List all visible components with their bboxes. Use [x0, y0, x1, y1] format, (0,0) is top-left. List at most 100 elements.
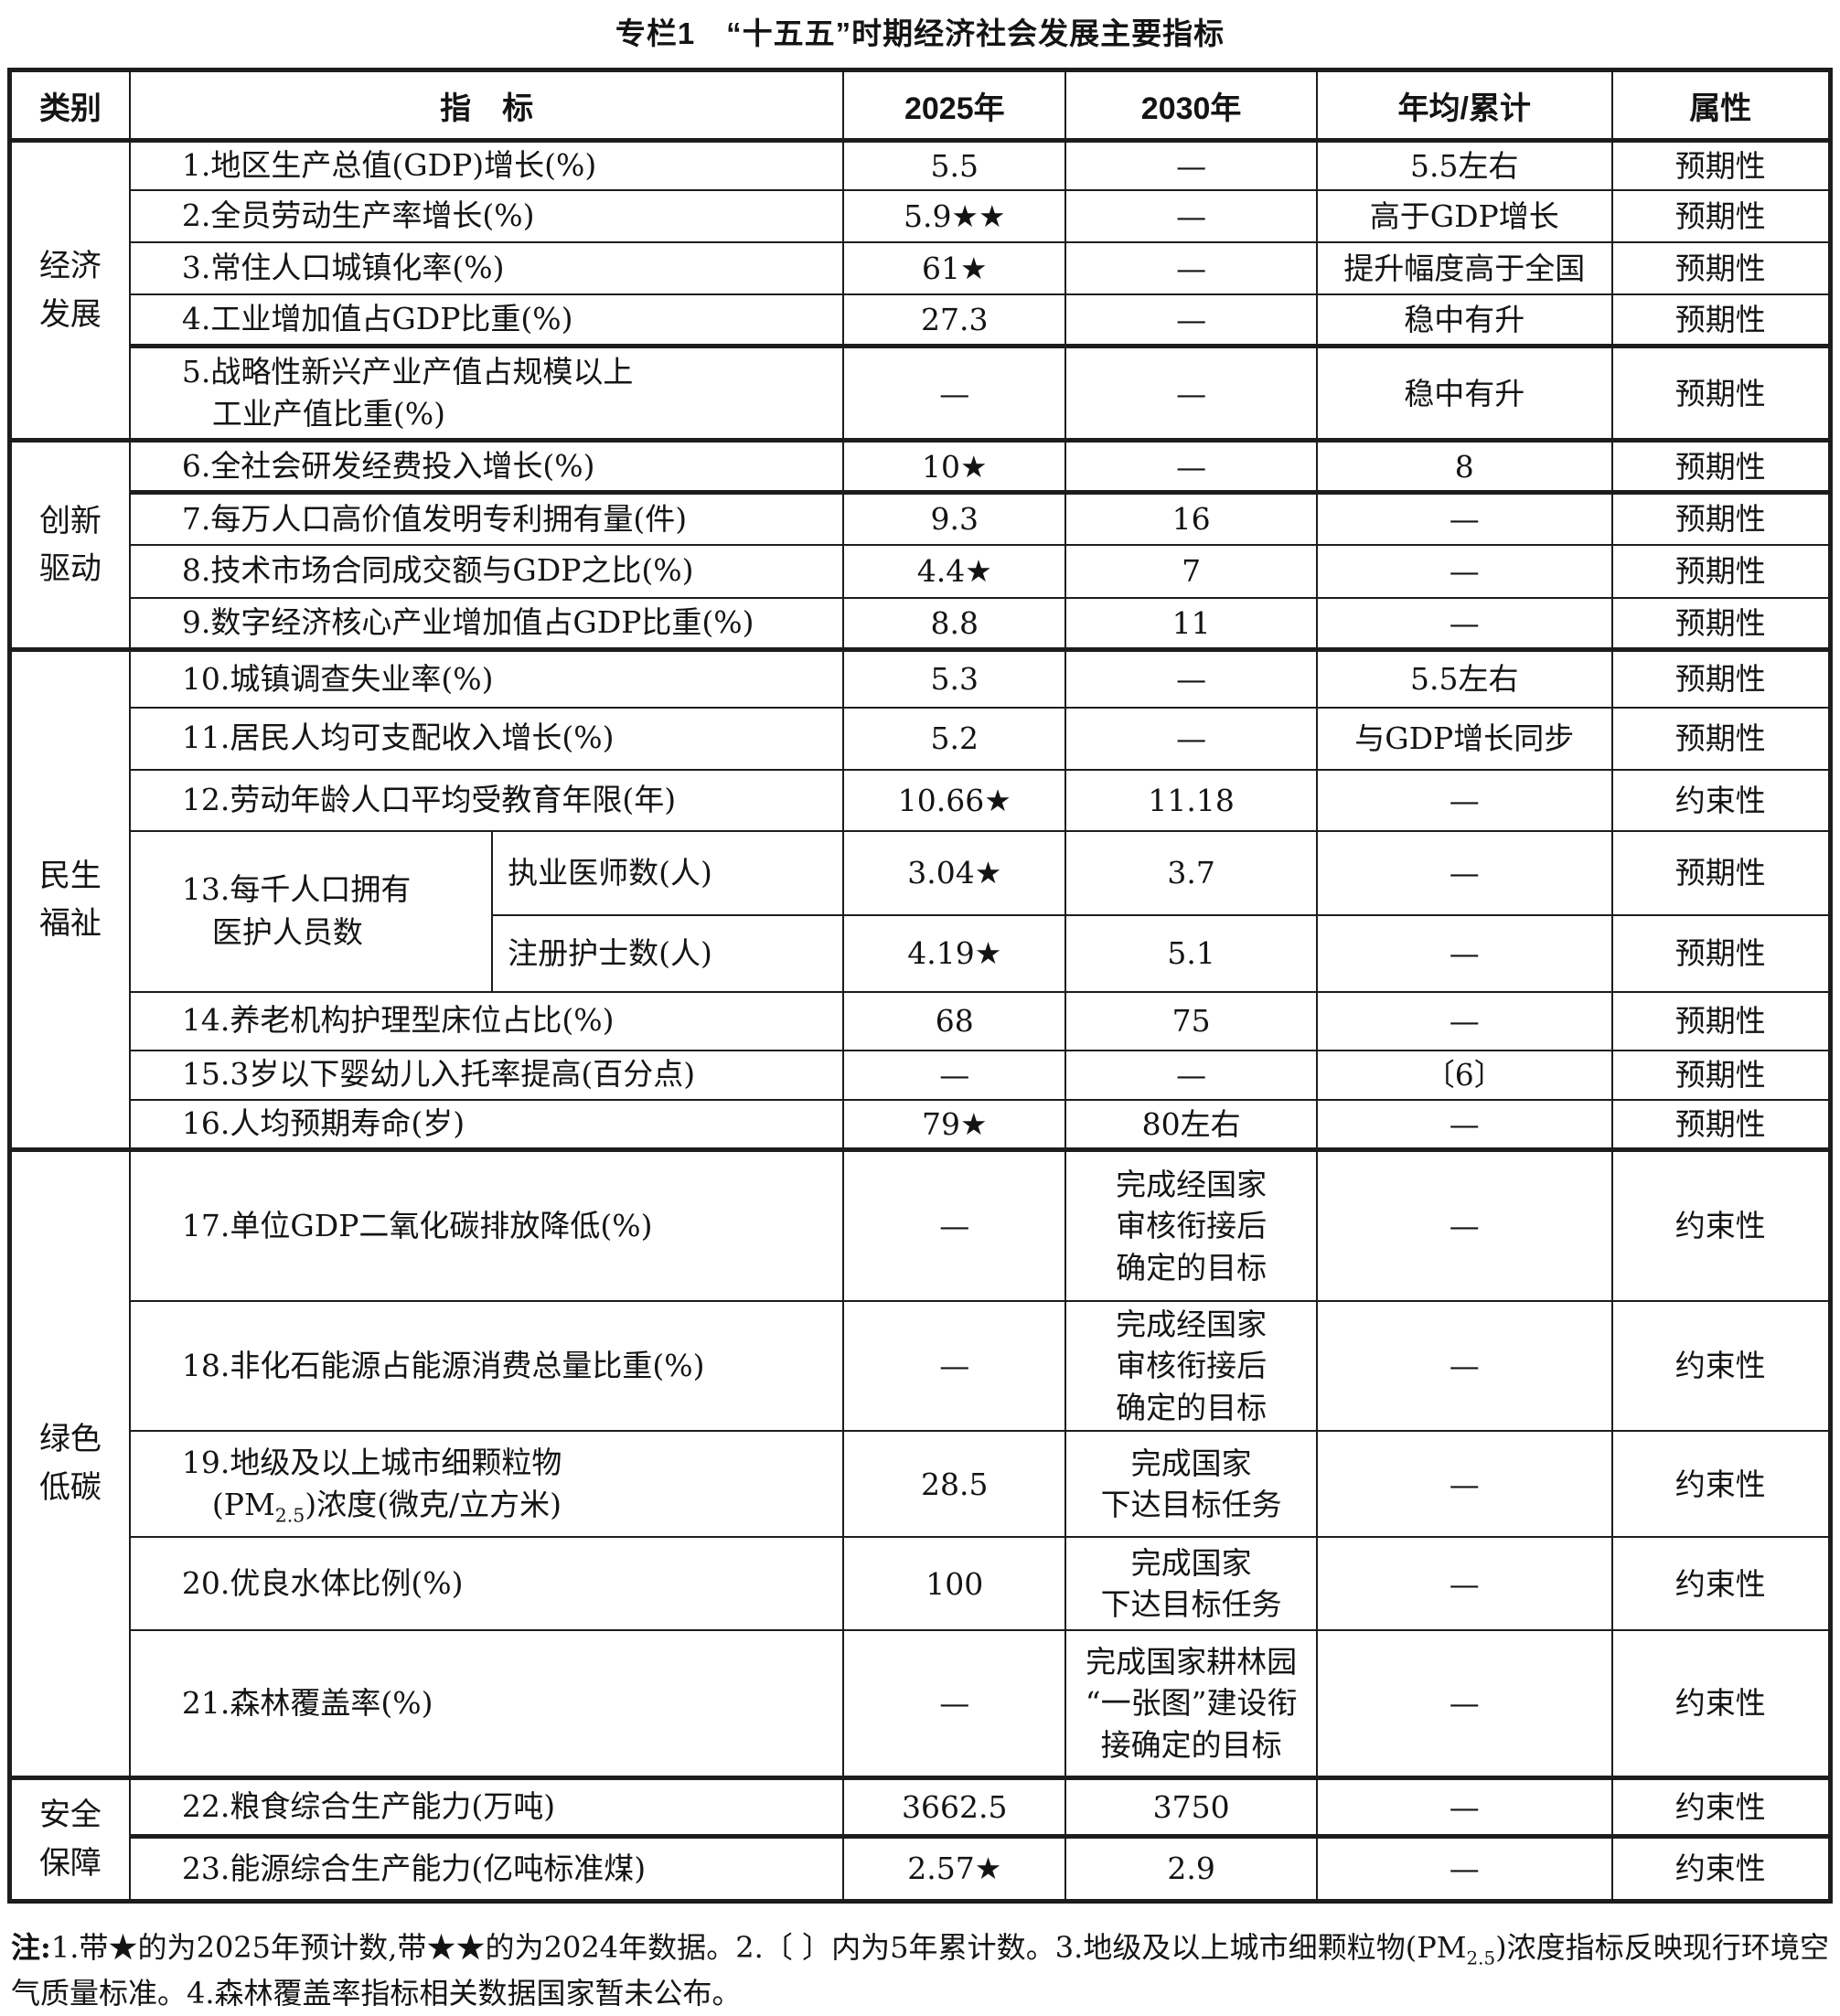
- value-2025-cell: 8.8: [842, 596, 1067, 653]
- value-2030-cell: 80左右: [1064, 1098, 1318, 1153]
- attribute-cell: 预期性: [1610, 1098, 1832, 1153]
- value-2025-cell: 9.3: [842, 491, 1067, 546]
- indicators-table: 类别 指 标 2025年 2030年 年均/累计 属性 经济 发展 1.地区生产…: [7, 68, 1833, 1904]
- indicator-cell: 8.技术市场合同成交额与GDP之比(%): [128, 543, 845, 599]
- table-row: 创新 驱动 6.全社会研发经费投入增长(%) 10★ — 8 预期性: [8, 439, 1832, 653]
- indicator-cell: 13.每千人口拥有 医护人员数: [128, 829, 494, 993]
- attribute-cell: 预期性: [1610, 345, 1832, 443]
- indicator-cell: 20.优良水体比例(%): [128, 1536, 845, 1632]
- notes-text: 1.带★的为2025年预计数,带★★的为2024年数据。2.〔 〕内为5年累计数…: [11, 1929, 1829, 2011]
- indicator-cell: 10.城镇调查失业率(%): [128, 648, 845, 709]
- value-2025-cell: 10★: [842, 439, 1067, 496]
- avg-cumulative-cell: —: [1315, 1148, 1613, 1302]
- table-notes: 注:1.带★的为2025年预计数,带★★的为2024年数据。2.〔 〕内为5年累…: [11, 1925, 1829, 2016]
- indicator-cell: 6.全社会研发经费投入增长(%): [128, 439, 845, 496]
- avg-cumulative-cell: 高于GDP增长: [1315, 188, 1613, 243]
- attribute-cell: 预期性: [1610, 139, 1832, 191]
- indicator-cell: 9.数字经济核心产业增加值占GDP比重(%): [128, 596, 845, 653]
- table-row: 8.技术市场合同成交额与GDP之比(%) 4.4★ 7 — 预期性: [10, 543, 1832, 599]
- indicator-cell: 7.每万人口高价值发明专利拥有量(件): [128, 491, 845, 546]
- attribute-cell: 约束性: [1610, 1776, 1832, 1839]
- value-2030-cell: 7: [1064, 543, 1318, 599]
- value-2030-cell: 16: [1064, 491, 1318, 546]
- page-title: 专栏1 “十五五”时期经济社会发展主要指标: [615, 16, 1225, 50]
- indicator-cell: 22.粮食综合生产能力(万吨): [128, 1776, 845, 1839]
- value-2030-cell: —: [1064, 1049, 1318, 1101]
- avg-cumulative-cell: 提升幅度高于全国: [1315, 240, 1613, 295]
- attribute-cell: 约束性: [1610, 768, 1832, 832]
- value-2025-cell: 27.3: [842, 293, 1067, 349]
- attribute-cell: 约束性: [1610, 1148, 1832, 1302]
- indicator-cell: 15.3岁以下婴幼儿入托率提高(百分点): [128, 1049, 845, 1101]
- value-2025-cell: —: [842, 1629, 1067, 1780]
- value-2030-cell: 75: [1064, 990, 1318, 1051]
- table-row: 2.全员劳动生产率增长(%) 5.9★★ — 高于GDP增长 预期性: [10, 188, 1832, 243]
- value-2030-cell: 3750: [1064, 1776, 1318, 1839]
- table-row: 23.能源综合生产能力(亿吨标准煤) 2.57★ 2.9 — 约束性: [10, 1835, 1832, 1903]
- avg-cumulative-cell: 5.5左右: [1315, 648, 1613, 709]
- value-2025-cell: 100: [842, 1536, 1067, 1632]
- value-2030-cell: —: [1064, 345, 1318, 443]
- header-row: 类别 指 标 2025年 2030年 年均/累计 属性: [8, 69, 1832, 143]
- value-2025-cell: 5.2: [842, 706, 1067, 771]
- value-2025-cell: 28.5: [842, 1430, 1067, 1539]
- table-row: 3.常住人口城镇化率(%) 61★ — 提升幅度高于全国 预期性: [10, 240, 1832, 295]
- attribute-cell: 预期性: [1610, 706, 1832, 771]
- value-2030-cell: 11: [1064, 596, 1318, 653]
- avg-cumulative-cell: —: [1315, 1430, 1613, 1539]
- category-cell: 民生 福祉: [8, 648, 131, 1153]
- value-2030-cell: —: [1064, 439, 1318, 496]
- value-2025-cell: 3662.5: [842, 1776, 1067, 1839]
- value-2030-cell: —: [1064, 188, 1318, 243]
- table-row: 4.工业增加值占GDP比重(%) 27.3 — 稳中有升 预期性: [10, 293, 1832, 349]
- value-2025-cell: 5.5: [842, 139, 1067, 191]
- attribute-cell: 预期性: [1610, 491, 1832, 546]
- table-row: 13.每千人口拥有 医护人员数 执业医师数(人) 3.04★ 3.7 — 预期性: [10, 829, 1832, 993]
- attribute-cell: 约束性: [1610, 1299, 1832, 1433]
- table-row: 9.数字经济核心产业增加值占GDP比重(%) 8.8 11 — 预期性: [10, 596, 1832, 653]
- attribute-cell: 预期性: [1610, 829, 1832, 916]
- header-indicator: 指 标: [128, 69, 845, 143]
- category-cell: 绿色 低碳: [8, 1148, 131, 1780]
- indicator-cell: 11.居民人均可支配收入增长(%): [128, 706, 845, 771]
- sub-indicator-cell: 执业医师数(人): [491, 829, 845, 916]
- avg-cumulative-cell: —: [1315, 1629, 1613, 1780]
- table-row: 19.地级及以上城市细颗粒物 (PM2.5)浓度(微克/立方米) 28.5 完成…: [10, 1430, 1832, 1539]
- avg-cumulative-cell: —: [1315, 596, 1613, 653]
- table-row: 11.居民人均可支配收入增长(%) 5.2 — 与GDP增长同步 预期性: [10, 706, 1832, 771]
- table-row: 16.人均预期寿命(岁) 79★ 80左右 — 预期性: [10, 1098, 1832, 1153]
- table-body: 经济 发展 1.地区生产总值(GDP)增长(%) 5.5 — 5.5左右 预期性…: [8, 139, 1832, 1904]
- avg-cumulative-cell: —: [1315, 543, 1613, 599]
- table-row: 民生 福祉 10.城镇调查失业率(%) 5.3 — 5.5左右 预期性: [8, 648, 1832, 1153]
- value-2030-cell: —: [1064, 706, 1318, 771]
- attribute-cell: 预期性: [1610, 240, 1832, 295]
- attribute-cell: 预期性: [1610, 596, 1832, 653]
- category-cell: 经济 发展: [8, 139, 131, 443]
- attribute-cell: 约束性: [1610, 1536, 1832, 1632]
- avg-cumulative-cell: —: [1315, 990, 1613, 1051]
- value-2030-cell: 2.9: [1064, 1835, 1318, 1903]
- value-2030-cell: —: [1064, 240, 1318, 295]
- attribute-cell: 约束性: [1610, 1835, 1832, 1903]
- table-row: 安全 保障 22.粮食综合生产能力(万吨) 3662.5 3750 — 约束性: [8, 1776, 1832, 1904]
- avg-cumulative-cell: 〔6〕: [1315, 1049, 1613, 1101]
- avg-cumulative-cell: 稳中有升: [1315, 345, 1613, 443]
- avg-cumulative-cell: —: [1315, 1299, 1613, 1433]
- value-2030-cell: 3.7: [1064, 829, 1318, 916]
- avg-cumulative-cell: 8: [1315, 439, 1613, 496]
- avg-cumulative-cell: —: [1315, 768, 1613, 832]
- attribute-cell: 预期性: [1610, 990, 1832, 1051]
- value-2025-cell: 2.57★: [842, 1835, 1067, 1903]
- indicator-cell: 3.常住人口城镇化率(%): [128, 240, 845, 295]
- value-2025-cell: 10.66★: [842, 768, 1067, 832]
- value-2025-cell: 3.04★: [842, 829, 1067, 916]
- value-2025-cell: —: [842, 345, 1067, 443]
- attribute-cell: 预期性: [1610, 188, 1832, 243]
- value-2025-cell: 4.4★: [842, 543, 1067, 599]
- avg-cumulative-cell: 与GDP增长同步: [1315, 706, 1613, 771]
- value-2025-cell: —: [842, 1148, 1067, 1302]
- table-row: 12.劳动年龄人口平均受教育年限(年) 10.66★ 11.18 — 约束性: [10, 768, 1832, 832]
- header-attribute: 属性: [1610, 69, 1832, 143]
- indicator-cell: 4.工业增加值占GDP比重(%): [128, 293, 845, 349]
